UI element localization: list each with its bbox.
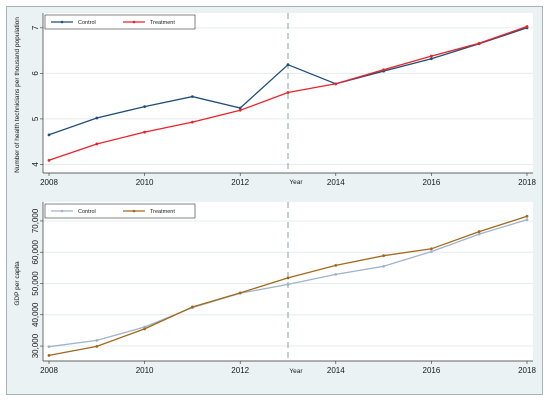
charts-canvas: 4 5 6 7 2008 2010 2012 2014 2016 2018 Year Number o… (14, 13, 536, 375)
data-point-treatment (430, 54, 433, 58)
data-point-treatment (286, 276, 290, 280)
legend-label-treatment: Treatment (150, 209, 175, 215)
data-point-control (191, 95, 194, 98)
x-tick-label: 2012 (231, 366, 249, 375)
data-point-treatment (286, 91, 290, 94)
data-point-treatment (238, 291, 242, 295)
x-tick-label: 2008 (40, 178, 58, 187)
data-point-control (525, 218, 529, 222)
x-tick-label: 2014 (327, 178, 345, 187)
data-point-control (95, 339, 99, 342)
x-tick-label: 2010 (136, 178, 154, 187)
data-point-treatment (382, 68, 385, 72)
x-axis-title: Year (289, 368, 303, 375)
legend-marker-control (60, 20, 64, 24)
data-point-control (286, 283, 290, 286)
data-point-control (477, 232, 481, 236)
x-tick-label: 2018 (518, 366, 536, 375)
data-point-control (238, 106, 242, 110)
chart-panel-1: 4 5 6 7 2008 2010 2012 2014 2016 2018 Year Number o… (14, 13, 536, 187)
y-tick-label: 30,000 (31, 333, 40, 358)
y-tick-label: 40,000 (31, 302, 40, 327)
data-point-treatment (477, 230, 481, 233)
data-point-treatment (525, 25, 529, 28)
x-axis-title: Year (289, 179, 303, 186)
data-point-control (334, 273, 338, 276)
data-point-treatment (525, 214, 529, 218)
data-point-treatment (477, 41, 481, 45)
legend-label-control: Control (78, 20, 96, 26)
data-point-treatment (191, 305, 194, 309)
x-tick-label: 2016 (423, 366, 441, 375)
data-point-control (286, 63, 290, 67)
y-tick-label: 4 (31, 162, 40, 167)
data-point-control (47, 345, 51, 349)
legend: Control Treatment (44, 14, 196, 30)
x-tick-label: 2018 (518, 178, 536, 187)
chart-panel-2: 30,000 40,000 50,000 60,000 70,000 2008 2010 20… (14, 202, 536, 375)
x-tick-label: 2008 (40, 366, 58, 375)
data-point-control (430, 250, 433, 253)
y-tick-label: 7 (31, 25, 40, 30)
legend-marker-treatment (132, 209, 136, 213)
data-point-treatment (430, 247, 433, 251)
x-tick-label: 2012 (231, 178, 249, 187)
legend-box (44, 203, 196, 219)
data-point-treatment (47, 354, 51, 357)
legend: Control Treatment (44, 203, 196, 219)
data-point-treatment (334, 263, 338, 267)
legend-marker-control (60, 209, 64, 213)
data-point-control (47, 133, 51, 137)
data-point-control (143, 105, 147, 109)
data-point-treatment (143, 130, 147, 134)
data-point-control (382, 264, 385, 268)
x-tick-label: 2014 (327, 366, 345, 375)
data-point-treatment (95, 142, 99, 146)
y-axis-title: Number of health technicians per thousan… (14, 17, 21, 173)
legend-label-control: Control (78, 209, 96, 215)
x-tick-label: 2016 (423, 178, 441, 187)
figure-frame: 4 5 6 7 2008 2010 2012 2014 2016 2018 Year Number o… (6, 6, 543, 395)
data-point-treatment (191, 120, 194, 124)
legend-label-treatment: Treatment (150, 20, 175, 26)
data-point-treatment (334, 82, 338, 86)
y-tick-label: 70,000 (31, 208, 40, 233)
data-point-treatment (238, 108, 242, 112)
y-tick-label: 6 (31, 71, 40, 76)
legend-marker-treatment (132, 20, 136, 24)
x-tick-label: 2010 (136, 366, 154, 375)
y-axis-title: GDP per capita (14, 261, 21, 306)
data-point-control (95, 116, 99, 120)
y-tick-label: 5 (31, 116, 40, 121)
y-tick-label: 50,000 (31, 271, 40, 296)
data-point-treatment (47, 158, 51, 162)
y-tick-label: 60,000 (31, 239, 40, 264)
data-point-treatment (143, 327, 147, 331)
data-point-treatment (382, 254, 385, 258)
legend-box (44, 14, 196, 30)
data-point-treatment (95, 344, 99, 348)
data-point-control (430, 57, 433, 61)
